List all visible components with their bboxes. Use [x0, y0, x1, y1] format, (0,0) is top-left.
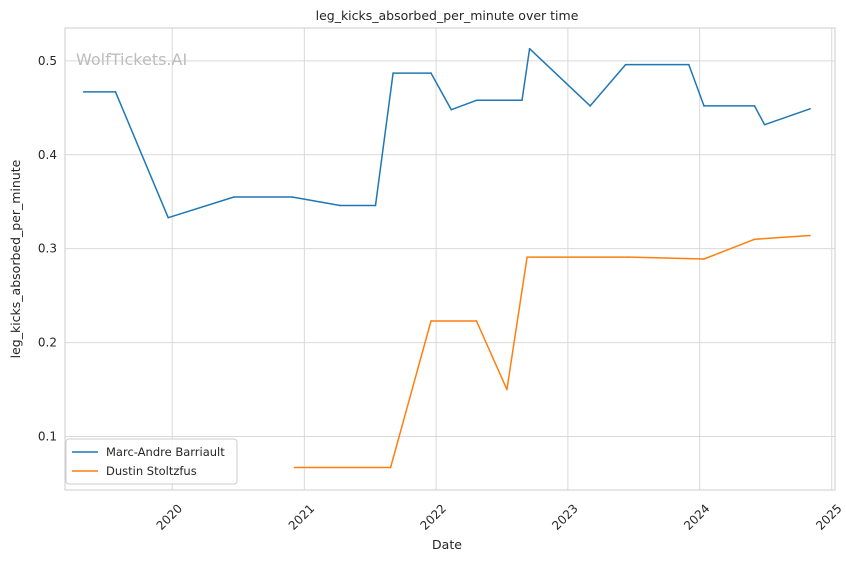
data-point	[506, 388, 508, 391]
data-point	[624, 63, 627, 66]
data-point	[475, 99, 478, 102]
data-point	[374, 204, 377, 207]
y-tick-label: 0.1	[38, 429, 57, 443]
x-axis-label: Date	[432, 537, 462, 552]
data-point	[809, 107, 811, 110]
data-point	[339, 204, 341, 207]
series-line-1	[83, 47, 811, 219]
data-point	[450, 108, 453, 111]
data-point	[82, 91, 85, 93]
legend-label-series-2: Dustin Stoltzfus	[106, 464, 197, 478]
y-tick-label: 0.5	[38, 54, 57, 68]
data-point	[521, 99, 523, 102]
chart-title: leg_kicks_absorbed_per_minute over time	[316, 8, 579, 23]
data-point	[753, 105, 756, 107]
y-tick-label: 0.3	[38, 242, 57, 256]
data-point	[291, 196, 293, 198]
y-tick-label: 0.2	[38, 336, 57, 350]
legend-box	[65, 438, 238, 485]
data-point	[809, 234, 811, 237]
data-point	[627, 256, 629, 258]
series-line-2	[294, 234, 811, 469]
data-point	[114, 91, 117, 93]
series-layer	[82, 47, 811, 469]
data-point	[589, 105, 592, 107]
y-axis-label: leg_kicks_absorbed_per_minute	[8, 159, 23, 358]
legend: Marc-Andre Barriault Dustin Stoltzfus	[65, 438, 238, 485]
data-point	[167, 216, 170, 219]
data-point	[430, 72, 432, 74]
data-point	[753, 238, 756, 241]
data-point	[233, 196, 235, 198]
y-tick-label: 0.4	[38, 148, 57, 162]
data-point	[293, 466, 296, 469]
data-point	[687, 63, 690, 66]
plot-area-frame	[64, 27, 836, 491]
data-point	[389, 466, 392, 469]
data-point	[703, 258, 705, 260]
data-point	[475, 320, 478, 322]
data-point	[703, 105, 705, 107]
y-tick-labels: 0.1 0.2 0.3 0.4 0.5	[38, 54, 57, 444]
legend-label-series-1: Marc-Andre Barriault	[106, 445, 225, 459]
data-point	[528, 47, 531, 50]
data-point	[392, 72, 394, 74]
data-point	[430, 320, 432, 322]
data-point	[526, 256, 528, 258]
data-point	[763, 123, 766, 126]
watermark-text: WolfTickets.AI	[76, 50, 187, 69]
